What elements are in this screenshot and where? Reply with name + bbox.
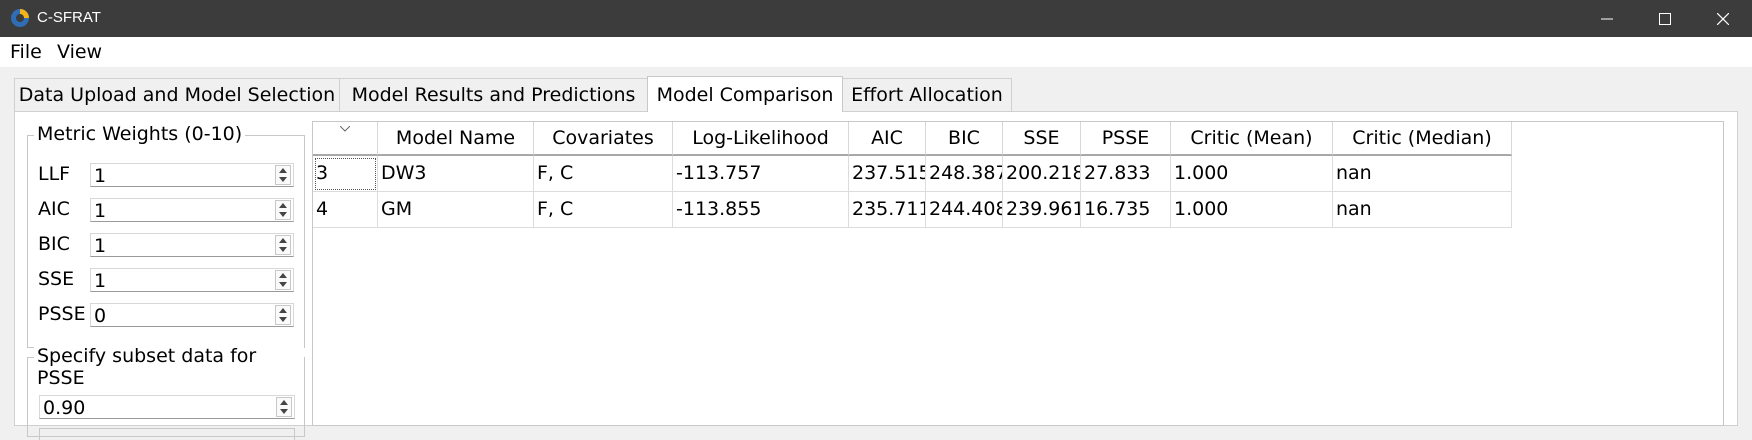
- psse-weight-spinbox[interactable]: 0: [90, 303, 294, 327]
- header-model-name[interactable]: Model Name: [378, 122, 534, 156]
- table-cell[interactable]: 235.711: [849, 192, 926, 228]
- menu-bar: File View: [0, 37, 1752, 67]
- aic-label: AIC: [38, 198, 70, 220]
- header-critic-median[interactable]: Critic (Median): [1333, 122, 1512, 156]
- partial-control: [39, 428, 295, 440]
- spin-up-icon[interactable]: [276, 306, 290, 315]
- table-cell[interactable]: DW3: [378, 156, 534, 192]
- aic-weight-value: 1: [94, 200, 107, 222]
- maximize-icon: [1659, 12, 1671, 25]
- app-logo-icon: [11, 9, 29, 27]
- table-cell[interactable]: F, C: [534, 192, 673, 228]
- table-cell[interactable]: 237.515: [849, 156, 926, 192]
- spin-buttons: [275, 165, 291, 185]
- header-bic[interactable]: BIC: [926, 122, 1003, 156]
- spin-up-icon[interactable]: [277, 398, 291, 407]
- spin-down-icon[interactable]: [277, 407, 291, 416]
- table-cell[interactable]: -113.855: [673, 192, 849, 228]
- close-icon: [1717, 12, 1729, 25]
- table-cell[interactable]: 1.000: [1171, 156, 1333, 192]
- spin-down-icon[interactable]: [276, 280, 290, 289]
- header-critic-mean[interactable]: Critic (Mean): [1171, 122, 1333, 156]
- bic-weight-spinbox[interactable]: 1: [90, 233, 294, 257]
- spin-down-icon[interactable]: [276, 175, 290, 184]
- header-log-likelihood[interactable]: Log-Likelihood: [673, 122, 849, 156]
- psse-label: PSSE: [38, 303, 86, 325]
- table-cell[interactable]: 248.387: [926, 156, 1003, 192]
- llf-weight-value: 1: [94, 165, 107, 187]
- psse-subset-spinbox[interactable]: 0.90: [39, 395, 295, 419]
- table-cell[interactable]: 1.000: [1171, 192, 1333, 228]
- comparison-table: Model Name Covariates Log-Likelihood AIC…: [312, 121, 1724, 426]
- psse-subset-group: Specify subset data for PSSE 0.90: [27, 345, 305, 440]
- tab-model-results[interactable]: Model Results and Predictions: [339, 78, 648, 111]
- maximize-button[interactable]: [1637, 0, 1693, 37]
- table-cell[interactable]: -113.757: [673, 156, 849, 192]
- llf-weight-spinbox[interactable]: 1: [90, 163, 294, 187]
- spin-down-icon[interactable]: [276, 210, 290, 219]
- spin-up-icon[interactable]: [276, 271, 290, 280]
- llf-label: LLF: [38, 163, 71, 185]
- table-cell[interactable]: 244.408: [926, 192, 1003, 228]
- window-title: C-SFRAT: [37, 9, 101, 26]
- aic-weight-spinbox[interactable]: 1: [90, 198, 294, 222]
- header-aic[interactable]: AIC: [849, 122, 926, 156]
- sort-indicator-icon: [340, 126, 350, 132]
- table-cell[interactable]: F, C: [534, 156, 673, 192]
- spin-buttons: [275, 235, 291, 255]
- psse-weight-value: 0: [94, 305, 107, 327]
- table-cell[interactable]: 239.961: [1003, 192, 1081, 228]
- table-cell[interactable]: 16.735: [1081, 192, 1171, 228]
- psse-subset-title: Specify subset data for PSSE: [34, 345, 304, 389]
- spin-down-icon[interactable]: [276, 315, 290, 324]
- tab-data-upload[interactable]: Data Upload and Model Selection: [14, 78, 340, 111]
- close-button[interactable]: [1695, 0, 1751, 37]
- header-psse[interactable]: PSSE: [1081, 122, 1171, 156]
- menu-file[interactable]: File: [10, 41, 42, 63]
- sse-weight-spinbox[interactable]: 1: [90, 268, 294, 292]
- psse-subset-value: 0.90: [43, 397, 86, 419]
- table-corner-button[interactable]: [313, 122, 378, 156]
- spin-buttons: [275, 305, 291, 325]
- minimize-icon: [1601, 18, 1613, 19]
- spin-up-icon[interactable]: [276, 166, 290, 175]
- row-index[interactable]: 4: [313, 192, 378, 228]
- table-cell[interactable]: GM: [378, 192, 534, 228]
- minimize-button[interactable]: [1579, 0, 1635, 37]
- table-cell[interactable]: 27.833: [1081, 156, 1171, 192]
- table-cell[interactable]: 200.218: [1003, 156, 1081, 192]
- metric-weights-group: Metric Weights (0-10) LLF 1 AIC 1 BIC 1: [27, 123, 305, 348]
- spin-buttons: [276, 397, 292, 417]
- tab-effort-allocation[interactable]: Effort Allocation: [842, 78, 1012, 111]
- bic-label: BIC: [38, 233, 70, 255]
- table-cell[interactable]: nan: [1333, 192, 1512, 228]
- table-cell[interactable]: nan: [1333, 156, 1512, 192]
- metric-weights-title: Metric Weights (0-10): [34, 123, 246, 145]
- spin-up-icon[interactable]: [276, 236, 290, 245]
- spin-buttons: [275, 270, 291, 290]
- title-bar: C-SFRAT: [0, 0, 1752, 37]
- row-index[interactable]: 3: [313, 156, 378, 192]
- header-covariates[interactable]: Covariates: [534, 122, 673, 156]
- sse-weight-value: 1: [94, 270, 107, 292]
- tab-model-comparison[interactable]: Model Comparison: [647, 76, 843, 112]
- sse-label: SSE: [38, 268, 75, 290]
- menu-view[interactable]: View: [57, 41, 103, 63]
- spin-buttons: [275, 200, 291, 220]
- header-sse[interactable]: SSE: [1003, 122, 1081, 156]
- spin-up-icon[interactable]: [276, 201, 290, 210]
- spin-down-icon[interactable]: [276, 245, 290, 254]
- bic-weight-value: 1: [94, 235, 107, 257]
